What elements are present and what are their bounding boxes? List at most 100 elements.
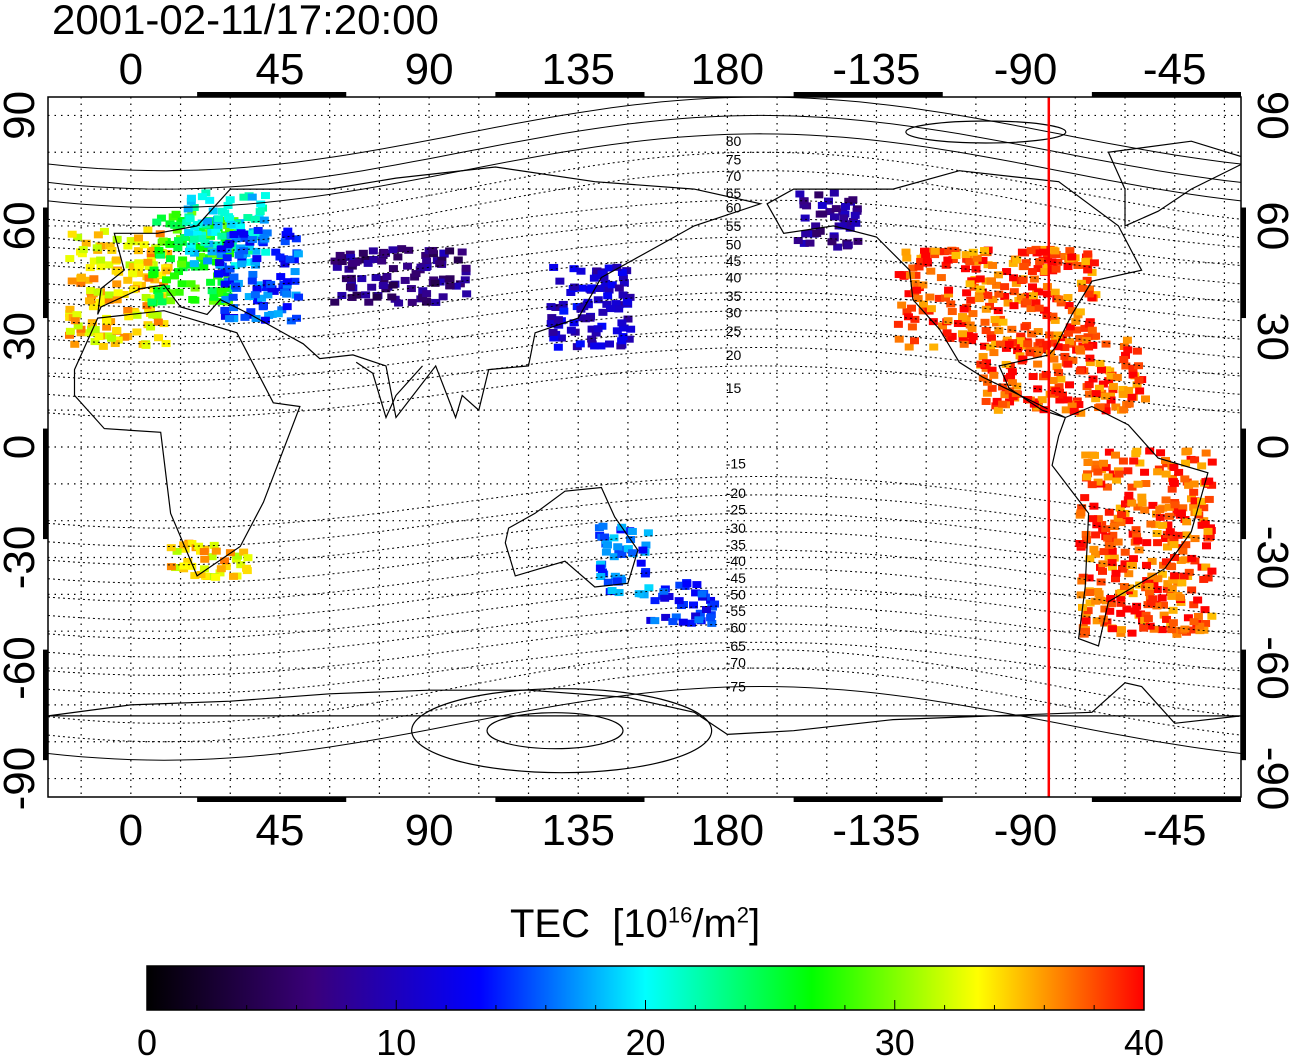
tec-cell: [1081, 617, 1091, 625]
tec-cell: [986, 334, 996, 342]
tec-cell: [239, 247, 249, 255]
tec-cell: [132, 311, 142, 319]
tec-cell: [1152, 586, 1162, 594]
tec-cell: [1063, 294, 1073, 302]
tec-cell: [549, 334, 559, 342]
tec-cell: [1116, 626, 1126, 634]
tec-cell: [1116, 519, 1126, 527]
tec-cell: [981, 397, 991, 405]
tec-cell: [208, 297, 218, 305]
tec-cell: [200, 239, 210, 247]
tec-cell: [1120, 351, 1130, 359]
tec-cell: [799, 197, 809, 205]
tec-cell: [974, 295, 984, 303]
tec-cell: [111, 267, 121, 275]
tec-cell: [119, 290, 129, 298]
tec-cell: [81, 239, 91, 247]
tec-cell: [290, 277, 300, 285]
tec-cell: [918, 281, 928, 289]
tec-cell: [1084, 343, 1094, 351]
tec-cell: [1016, 293, 1026, 301]
tec-cell: [259, 234, 269, 242]
tec-cell: [1053, 258, 1063, 266]
tec-cell: [102, 323, 112, 331]
tec-cell: [1081, 337, 1091, 345]
axis-bar-left: [43, 428, 48, 540]
tec-cell: [1207, 481, 1217, 489]
tec-cell: [1172, 630, 1182, 638]
tec-cell: [361, 256, 371, 264]
tec-cell: [1166, 588, 1176, 596]
tec-cell: [260, 316, 270, 324]
tec-cell: [220, 209, 230, 217]
tec-cell: [1121, 362, 1131, 370]
tec-cell: [1131, 526, 1141, 534]
tec-cell: [1050, 288, 1060, 296]
tec-cell: [255, 208, 265, 216]
tec-cell: [1118, 385, 1128, 393]
tec-cell: [851, 219, 861, 227]
tec-cell: [1040, 268, 1050, 276]
tec-cell: [261, 284, 271, 292]
tec-cell: [1096, 563, 1106, 571]
tec-cell: [1146, 520, 1156, 528]
tec-cell: [1167, 585, 1177, 593]
tec-cell: [1187, 554, 1197, 562]
tec-cell: [199, 565, 209, 573]
x-tick-bottom: -45: [1143, 806, 1207, 855]
tec-cell: [986, 343, 996, 351]
tec-cell: [940, 294, 950, 302]
tec-cell: [907, 304, 917, 312]
x-tick-top: -45: [1143, 45, 1207, 94]
tec-cell: [72, 311, 82, 319]
tec-cell: [153, 287, 163, 295]
tec-cell: [1033, 347, 1043, 355]
tec-cell: [1000, 391, 1010, 399]
tec-cell: [926, 305, 936, 313]
tec-cell: [99, 227, 109, 235]
tec-cell: [1095, 403, 1105, 411]
tec-cell: [248, 270, 258, 278]
tec-cell: [1029, 275, 1039, 283]
tec-cell: [1063, 396, 1073, 404]
tec-cell: [73, 322, 83, 330]
tec-cell: [1063, 263, 1073, 271]
tec-cell: [161, 285, 171, 293]
tec-cell: [143, 258, 153, 266]
tec-cell: [1148, 595, 1158, 603]
tec-cell: [1091, 531, 1101, 539]
tec-cell: [1052, 363, 1062, 371]
y-tick-right: -60: [1248, 636, 1292, 700]
tec-cell: [1065, 323, 1075, 331]
tec-cell: [1140, 468, 1150, 476]
tec-cell: [546, 320, 556, 328]
tec-cell: [1184, 481, 1194, 489]
tec-cell: [559, 307, 569, 315]
tec-cell: [1207, 458, 1217, 466]
tec-cell: [129, 286, 139, 294]
tec-cell: [1124, 386, 1134, 394]
tec-cell: [253, 226, 263, 234]
tec-cell: [992, 397, 1002, 405]
tec-cell: [185, 215, 195, 223]
tec-cell: [1076, 279, 1086, 287]
tec-cell: [330, 257, 340, 265]
tec-cell: [991, 340, 1001, 348]
x-tick-top: 0: [119, 45, 143, 94]
tec-cell: [986, 331, 996, 339]
tec-cell: [283, 227, 293, 235]
tec-cell: [1161, 496, 1171, 504]
tec-cell: [243, 214, 253, 222]
tec-cell: [1072, 326, 1082, 334]
tec-cell: [94, 333, 104, 341]
tec-cell: [256, 230, 266, 238]
tec-cell: [1022, 292, 1032, 300]
tec-cell: [993, 307, 1003, 315]
tec-cell: [421, 251, 431, 259]
tec-cell: [825, 208, 835, 216]
tec-cell: [1093, 468, 1103, 476]
colorbar-unit-sq: 2: [736, 902, 750, 928]
tec-cell: [98, 342, 108, 350]
tec-cell: [208, 207, 218, 215]
tec-cell: [921, 252, 931, 260]
